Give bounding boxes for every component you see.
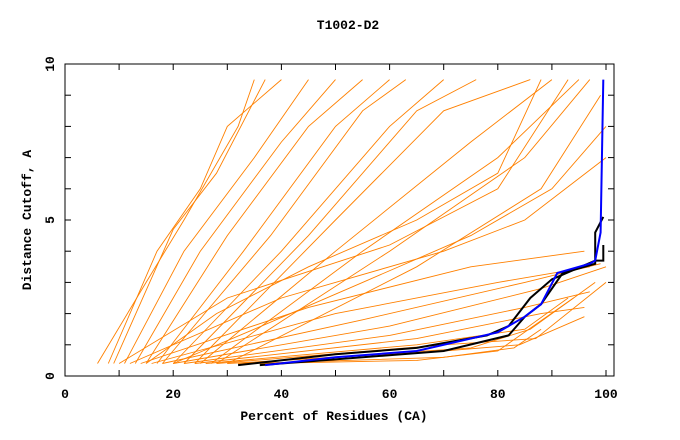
series-line-model-16 — [129, 157, 607, 364]
chart-title: T1002-D2 — [317, 18, 380, 33]
plot-frame — [64, 63, 615, 377]
series-line-model-19 — [162, 263, 601, 364]
x-tick-label: 60 — [382, 387, 398, 402]
y-axis-label: Distance Cutoff, A — [20, 150, 35, 291]
series-line-model-15 — [118, 79, 569, 364]
series-line-model-12 — [210, 79, 580, 364]
series-group — [97, 79, 607, 367]
series-line-model-1 — [107, 79, 282, 364]
x-tick-label: 80 — [490, 387, 506, 402]
series-line-model-20 — [173, 266, 607, 364]
series-line-model-30 — [145, 79, 542, 364]
series-line-blue-33 — [265, 79, 605, 367]
series-line-model-29 — [173, 126, 607, 364]
series-line-model-4 — [134, 79, 336, 364]
x-tick-label: 20 — [165, 387, 181, 402]
series-line-model-18 — [151, 266, 590, 364]
x-tick-label: 100 — [594, 387, 618, 402]
series-line-model-3 — [124, 79, 309, 364]
series-line-model-0 — [97, 79, 255, 364]
series-line-model-6 — [156, 79, 390, 364]
x-tick-label: 40 — [274, 387, 290, 402]
series-line-model-2 — [113, 79, 266, 364]
y-tick-label: 0 — [43, 372, 58, 380]
series-line-model-11 — [200, 79, 553, 364]
ticks-group: 0 20 40 60 80 100 0 5 10 — [43, 56, 618, 402]
x-tick-label: 0 — [61, 387, 69, 402]
series-line-model-14 — [227, 94, 601, 364]
x-axis-label: Percent of Residues (CA) — [240, 409, 427, 424]
series-line-model-21 — [183, 291, 590, 364]
series-line-model-17 — [140, 250, 585, 364]
series-line-model-7 — [162, 79, 407, 364]
series-line-model-23 — [205, 297, 569, 364]
series-line-model-28 — [259, 297, 574, 364]
series-line-model-9 — [183, 79, 477, 364]
series-line-model-8 — [172, 79, 444, 364]
series-line-model-13 — [216, 79, 591, 364]
series-line-model-10 — [194, 79, 531, 364]
series-line-model-27 — [248, 328, 542, 364]
y-tick-label: 5 — [43, 216, 58, 224]
series-line-model-5 — [145, 79, 363, 364]
series-line-black-1-31 — [237, 245, 605, 367]
series-line-model-22 — [194, 306, 585, 364]
y-tick-label: 10 — [43, 56, 58, 72]
